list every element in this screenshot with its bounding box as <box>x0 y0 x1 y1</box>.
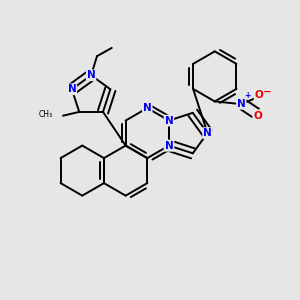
Text: N: N <box>165 141 173 151</box>
Text: O: O <box>255 90 263 100</box>
Text: CH₃: CH₃ <box>39 110 53 119</box>
Text: N: N <box>87 70 95 80</box>
Text: N: N <box>237 99 246 109</box>
Text: O: O <box>253 110 262 121</box>
Text: −: − <box>263 87 272 97</box>
Text: N: N <box>165 116 173 126</box>
Text: N: N <box>143 103 152 113</box>
Text: N: N <box>68 84 76 94</box>
Text: N: N <box>203 128 212 138</box>
Text: +: + <box>244 91 250 100</box>
Text: N: N <box>165 141 173 151</box>
